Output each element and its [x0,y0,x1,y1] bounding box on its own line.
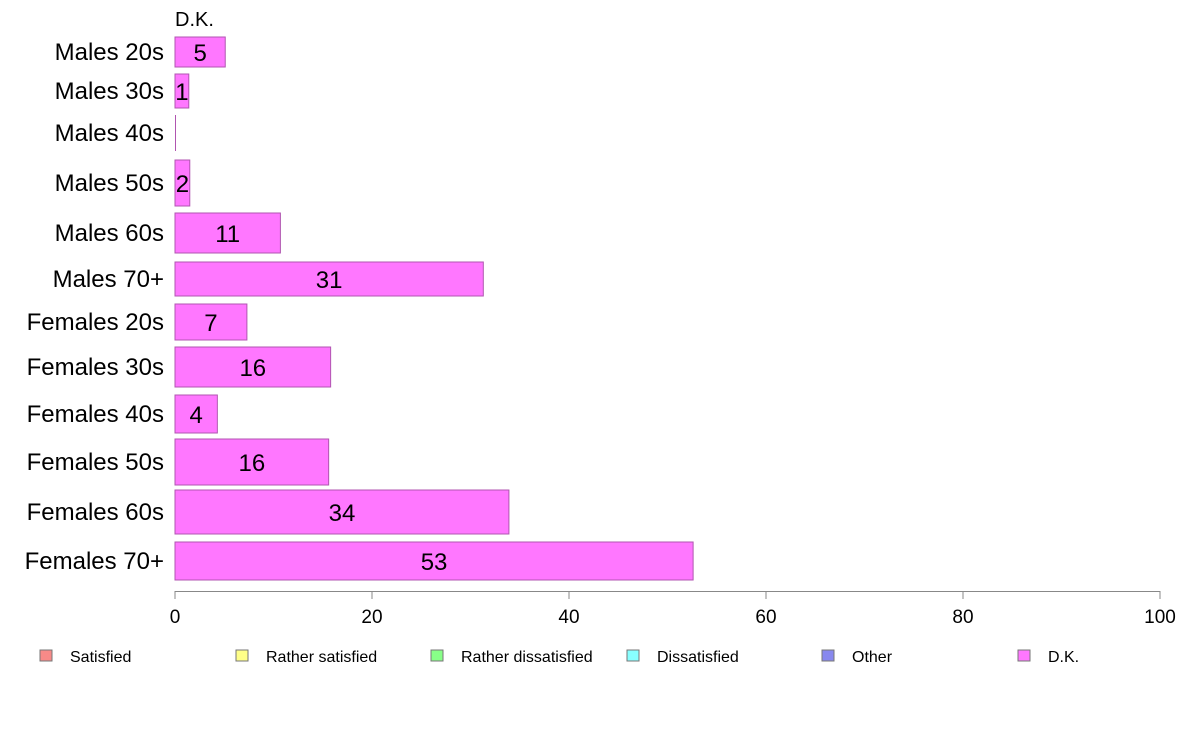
bar [174,438,330,486]
bar [174,73,190,109]
legend-label: Other [852,649,893,666]
legend-swatch [430,649,444,662]
legend-label: Satisfied [70,649,131,666]
legend-label: Dissatisfied [657,649,739,666]
bar-value-label: 34 [329,500,356,527]
category-label: Females 40s [27,401,164,428]
bar-value-label: 1 [175,79,188,106]
legend: Satisfied Rather satisfied Rather dissatis… [39,649,1079,666]
bar-value-label: 31 [316,267,343,294]
x-tick-label: 0 [170,607,181,628]
bar-value-label: 5 [193,40,206,67]
bar [174,489,510,535]
category-label: Females 30s [27,354,164,381]
bar [174,303,248,341]
legend-swatch [821,649,835,662]
legend-label: Rather satisfied [266,649,377,666]
legend-swatch [1017,649,1031,662]
bar-value-label: 16 [238,450,265,477]
x-tick-label: 20 [361,607,382,628]
bar-value-label: 7 [204,310,217,337]
bar [174,212,281,254]
bar [174,261,484,297]
bar-value-label: 11 [215,221,240,248]
category-label: Females 70+ [25,548,164,575]
category-label: Females 50s [27,449,164,476]
chart-title: D.K. [175,9,214,31]
category-label: Females 20s [27,309,164,336]
x-tick-label: 60 [755,607,776,628]
bar-value-label: 53 [421,549,448,576]
bar [174,394,218,434]
category-label: Males 30s [55,78,164,105]
legend-swatch [39,649,53,662]
category-label: Males 50s [55,170,164,197]
bar [174,346,332,388]
legend-label: Rather dissatisfied [461,649,593,666]
x-tick-label: 80 [952,607,973,628]
legend-swatch [626,649,640,662]
bar [174,36,226,68]
bar-value-label: 16 [239,355,266,382]
category-label: Females 60s [27,499,164,526]
legend-label: D.K. [1048,649,1079,666]
category-label: Males 60s [55,220,164,247]
category-label: Males 70+ [53,266,164,293]
bar [174,541,694,581]
x-tick-label: 40 [558,607,579,628]
x-tick-label: 100 [1144,607,1176,628]
category-label: Males 20s [55,39,164,66]
x-axis: 0 20 40 60 80 100 [170,591,1176,628]
bar-value-label: 2 [176,171,189,198]
bar-value-label: 4 [189,402,202,429]
bar [174,159,191,207]
category-label: Males 40s [55,120,164,147]
legend-swatch [235,649,249,662]
